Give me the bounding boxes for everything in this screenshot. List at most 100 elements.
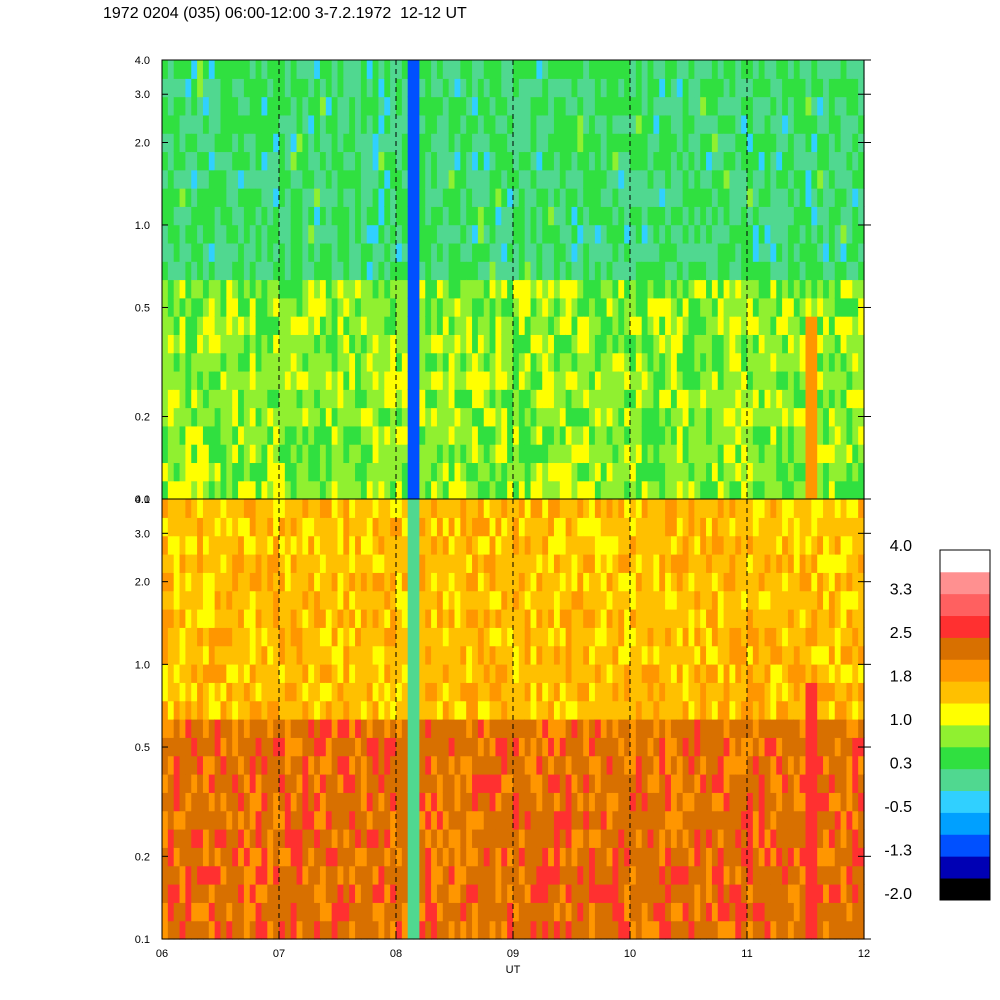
heatmap-cell [226,151,233,171]
heatmap-cell [279,590,286,610]
heatmap-cell [828,480,836,500]
heatmap-cell [489,627,497,647]
heatmap-cell [559,865,567,885]
heatmap-cell [390,114,397,134]
heatmap-cell [840,78,848,98]
heatmap-cell [413,810,420,830]
heatmap-cell [495,627,502,647]
heatmap-cell [431,370,438,390]
heatmap-cell [290,334,298,354]
heatmap-cell [384,169,391,189]
heatmap-cell [530,865,537,885]
heatmap-cell [518,664,526,683]
heatmap-cell [255,279,263,299]
heatmap-cell [162,792,169,812]
heatmap-cell [425,884,432,903]
heatmap-cell [366,114,374,134]
heatmap-cell [793,242,801,262]
heatmap-cell [308,389,315,409]
heatmap-cell [401,719,409,738]
heatmap-cell [846,188,853,207]
heatmap-cell [296,242,303,262]
heatmap-cell [594,682,602,702]
heatmap-cell [261,499,268,518]
heatmap-cell [162,865,169,885]
heatmap-cell [489,279,497,299]
heatmap-cell [670,78,678,98]
heatmap-cell [319,700,327,720]
heatmap-cell [191,627,198,647]
heatmap-cell [167,78,175,98]
heatmap-cell [325,133,333,153]
heatmap-cell [589,316,596,335]
heatmap-cell [495,700,502,720]
heatmap-cell [413,96,420,116]
heatmap-cell [349,279,356,299]
heatmap-cell [401,352,409,372]
heatmap-cell [817,169,824,189]
heatmap-cell [296,389,303,409]
heatmap-cell [343,407,350,427]
heatmap-cell [571,572,578,592]
heatmap-cell [483,920,491,940]
heatmap-cell [495,884,502,903]
heatmap-cell [454,902,461,922]
heatmap-cell [226,682,233,702]
heatmap-cell [337,847,344,867]
heatmap-cell [513,590,520,610]
heatmap-cell [319,865,327,885]
heatmap-cell [355,884,362,903]
heatmap-cell [407,829,415,848]
heatmap-cell [606,279,614,299]
heatmap-cell [226,242,233,262]
heatmap-cell [232,334,239,354]
heatmap-cell [600,920,608,940]
heatmap-cell [618,847,625,867]
heatmap-cell [600,78,608,98]
heatmap-cell [425,169,432,189]
heatmap-cell [314,206,321,226]
heatmap-cell [472,920,479,940]
heatmap-cell [747,133,754,153]
heatmap-cell [407,96,415,116]
heatmap-cell [243,188,251,207]
heatmap-cell [454,554,461,573]
heatmap-cell [530,664,537,683]
heatmap-cell [232,792,239,812]
y-tick-label: 2.0 [135,137,150,149]
heatmap-cell [653,774,660,793]
heatmap-cell [577,462,584,482]
heatmap-cell [793,279,801,299]
heatmap-cell [694,96,701,116]
heatmap-cell [846,480,853,500]
heatmap-cell [173,133,181,153]
heatmap-cell [583,737,590,757]
heatmap-cell [396,700,403,720]
heatmap-cell [173,829,181,848]
heatmap-cell [232,572,239,592]
heatmap-cell [173,535,181,555]
heatmap-cell [729,352,736,372]
heatmap-cell [208,682,216,702]
heatmap-cell [495,682,502,702]
heatmap-cell [670,334,678,354]
heatmap-cell [355,499,362,518]
heatmap-cell [805,334,812,354]
heatmap-cell [589,884,596,903]
heatmap-cell [641,865,649,885]
heatmap-cell [758,78,766,98]
heatmap-cell [647,334,654,354]
heatmap-cell [682,188,690,207]
heatmap-cell [448,425,456,445]
heatmap-cell [472,334,479,354]
heatmap-cell [273,572,280,592]
heatmap-cell [214,206,222,226]
heatmap-cell [501,829,508,848]
heatmap-cell [501,682,508,702]
heatmap-cell [793,425,801,445]
heatmap-cell [553,719,561,738]
heatmap-cell [302,572,309,592]
heatmap-cell [653,425,660,445]
heatmap-cell [834,114,842,134]
heatmap-cell [542,792,549,812]
